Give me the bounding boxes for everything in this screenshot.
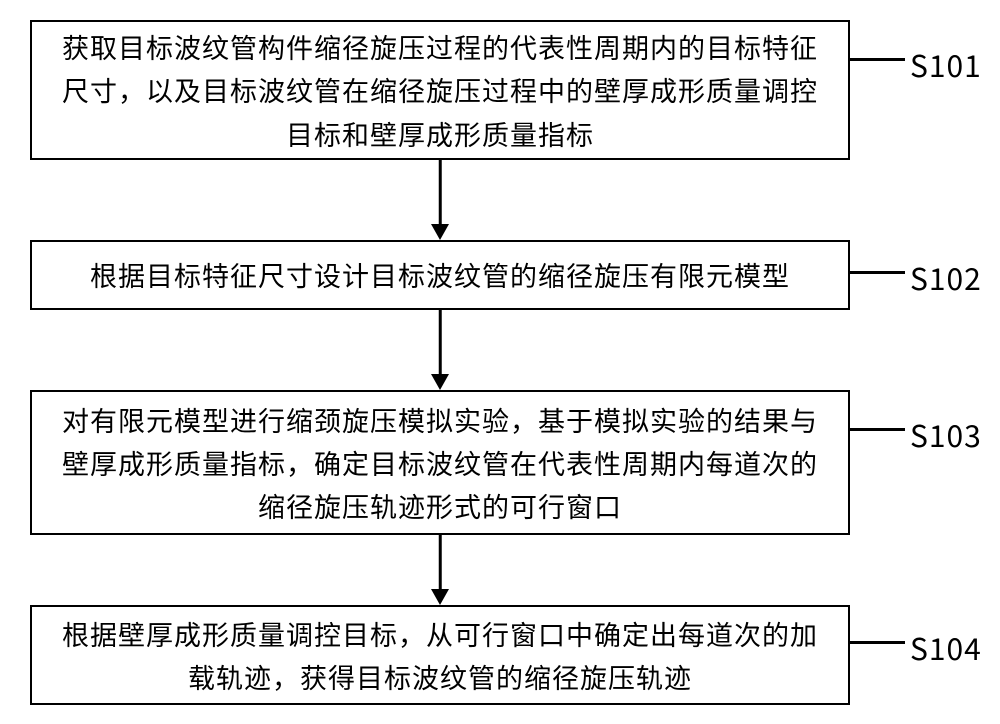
flowchart-arrow-line <box>439 160 442 224</box>
flowchart-connector-line <box>850 641 905 644</box>
flowchart-step-text: 根据目标特征尺寸设计目标波纹管的缩径旋压有限元模型 <box>90 253 790 296</box>
flowchart-step-label: S104 <box>910 625 982 669</box>
flowchart-step-box: 获取目标波纹管构件缩径旋压过程的代表性周期内的目标特征 尺寸，以及目标波纹管在缩… <box>30 20 850 160</box>
flowchart-step-label: S102 <box>910 255 982 299</box>
flowchart-step-label: S101 <box>910 42 982 86</box>
flowchart-arrow-head-icon <box>431 224 449 240</box>
flowchart-connector-line <box>850 58 905 61</box>
flowchart-arrow-head-icon <box>431 374 449 390</box>
flowchart-arrow-head-icon <box>431 589 449 605</box>
flowchart-connector-line <box>850 428 905 431</box>
flowchart-step-text: 根据壁厚成形质量调控目标，从可行窗口中确定出每道次的加 载轨迹，获得目标波纹管的… <box>62 612 818 698</box>
flowchart-step-box: 根据目标特征尺寸设计目标波纹管的缩径旋压有限元模型 <box>30 240 850 310</box>
flowchart-step-box: 对有限元模型进行缩颈旋压模拟实验，基于模拟实验的结果与 壁厚成形质量指标，确定目… <box>30 390 850 535</box>
flowchart-arrow-line <box>439 535 442 589</box>
flowchart-step-text: 对有限元模型进行缩颈旋压模拟实验，基于模拟实验的结果与 壁厚成形质量指标，确定目… <box>62 398 818 528</box>
flowchart-step-text: 获取目标波纹管构件缩径旋压过程的代表性周期内的目标特征 尺寸，以及目标波纹管在缩… <box>62 25 818 155</box>
flowchart-arrow-line <box>439 310 442 374</box>
flowchart-step-label: S103 <box>910 412 982 456</box>
flowchart-step-box: 根据壁厚成形质量调控目标，从可行窗口中确定出每道次的加 载轨迹，获得目标波纹管的… <box>30 605 850 705</box>
flowchart-connector-line <box>850 271 905 274</box>
